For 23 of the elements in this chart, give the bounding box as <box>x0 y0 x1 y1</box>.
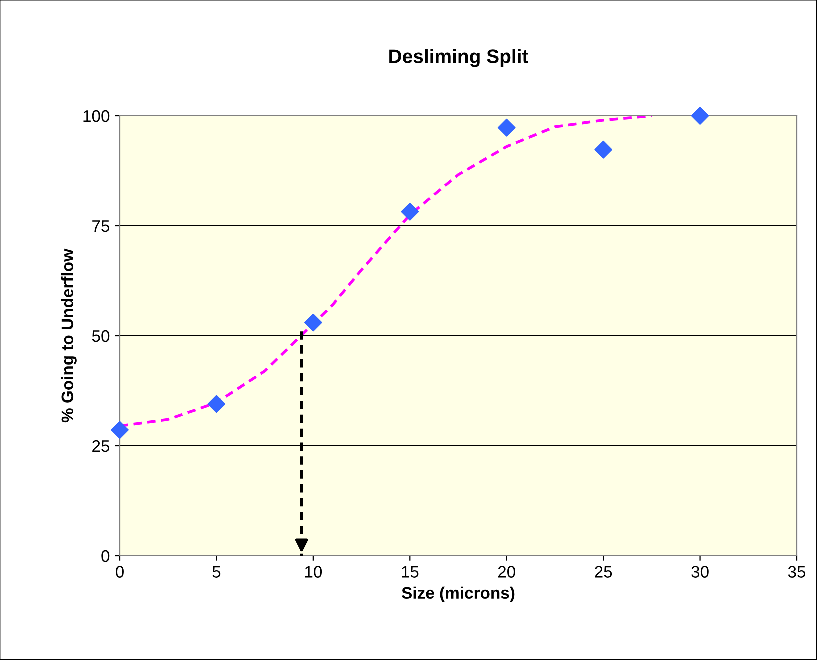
x-tick-label: 30 <box>692 566 709 578</box>
x-tick-label: 15 <box>402 566 419 578</box>
x-tick-label: 0 <box>116 566 124 578</box>
y-tick-label: 25 <box>92 440 110 452</box>
y-tick-label: 50 <box>92 330 110 342</box>
chart-title: Desliming Split <box>390 49 528 68</box>
point <box>304 314 322 332</box>
x-tick-label: 10 <box>305 566 322 578</box>
point <box>111 421 129 440</box>
point <box>691 107 710 125</box>
x-tick-label: 35 <box>788 566 806 578</box>
x-axis-title: Size (microns) <box>402 586 515 602</box>
y-tick-label: 75 <box>92 220 110 232</box>
y-tick-label: 100 <box>84 110 110 122</box>
x-tick-label: 20 <box>498 566 516 578</box>
point <box>208 395 226 414</box>
point <box>594 140 612 159</box>
x-tick-label: 5 <box>212 566 221 578</box>
point <box>401 203 420 221</box>
x-tick-label: 25 <box>595 566 612 578</box>
y-axis-title: % Going to Underflow <box>61 248 77 423</box>
point <box>498 118 516 137</box>
y-tick-label: 0 <box>102 550 110 562</box>
